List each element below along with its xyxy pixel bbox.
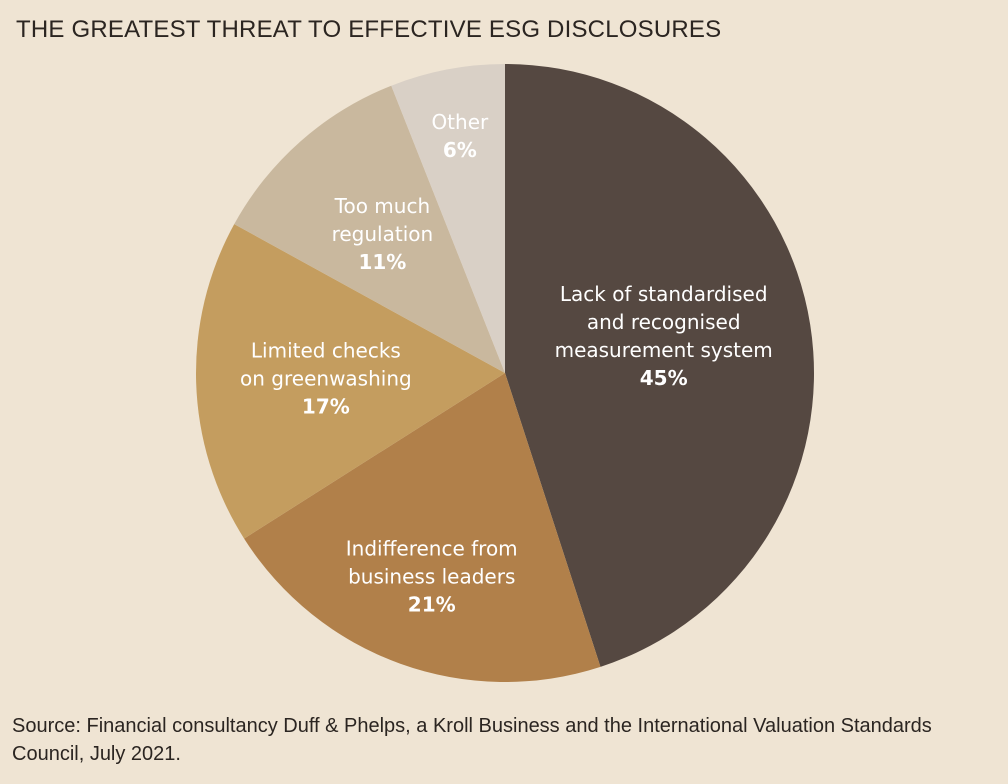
slice-name-line: Limited checks — [251, 339, 401, 363]
slice-name-line: regulation — [332, 222, 434, 246]
slice-name-line: on greenwashing — [240, 367, 412, 391]
slice-name-line: business leaders — [348, 565, 515, 589]
source-note: Source: Financial consultancy Duff & Phe… — [12, 715, 932, 765]
slice-name-line: Other — [431, 110, 489, 134]
pie-slices — [196, 64, 815, 682]
slice-value: 45% — [640, 366, 688, 390]
slice-name-line: Lack of standardised — [560, 282, 768, 306]
slice-label-2: Indifference from business leaders 21% — [346, 537, 518, 617]
pie-slice-4 — [234, 85, 505, 373]
slice-value: 21% — [408, 593, 456, 617]
slice-label-1: Lack of standardised and recognised measur… — [555, 282, 773, 390]
slice-label-4: Too much regulation 11% — [332, 194, 434, 274]
slice-value: 11% — [358, 250, 406, 274]
slice-name-line: Too much — [334, 194, 430, 218]
slice-value: 6% — [443, 138, 477, 162]
pie-slice-1 — [505, 64, 815, 667]
pie-labels: Lack of standardised and recognised measur… — [240, 110, 773, 616]
slice-name-line: Indifference from — [346, 537, 518, 561]
pie-slice-3 — [196, 224, 505, 539]
chart-title: THE GREATEST THREAT TO EFFECTIVE ESG DIS… — [16, 16, 722, 43]
slice-name-line: and recognised — [587, 310, 741, 334]
pie-slice-2 — [244, 373, 601, 682]
slice-label-5: Other 6% — [431, 110, 489, 162]
slice-value: 17% — [302, 395, 350, 419]
pie-slice-5 — [391, 64, 505, 373]
slice-label-3: Limited checks on greenwashing 17% — [240, 339, 412, 419]
slice-name-line: measurement system — [555, 338, 773, 362]
